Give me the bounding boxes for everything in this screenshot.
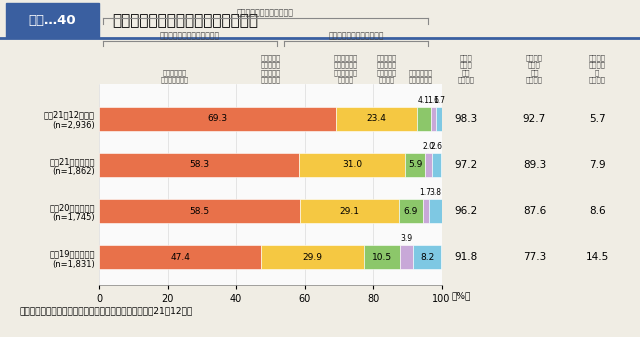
- Text: 23.4: 23.4: [367, 114, 387, 123]
- Text: 言葉は
知って
いた
（小計）: 言葉は 知って いた （小計）: [458, 54, 475, 84]
- Text: 2.0: 2.0: [422, 142, 435, 151]
- Text: 69.3: 69.3: [208, 114, 228, 123]
- Text: 8.2: 8.2: [420, 253, 435, 262]
- Text: 89.3: 89.3: [523, 160, 546, 170]
- Text: 3.9: 3.9: [401, 234, 413, 243]
- Bar: [99, 245, 262, 269]
- Text: 言葉は知って
いたが、意味
はあまり知ら
なかった: 言葉は知って いたが、意味 はあまり知ら なかった: [333, 54, 358, 84]
- Text: 言葉も意味も
知らなかった: 言葉も意味も 知らなかった: [409, 69, 433, 84]
- Bar: [99, 153, 299, 177]
- Text: 10.5: 10.5: [372, 253, 392, 262]
- Text: 意味まで
は知らな
い
（小計）: 意味まで は知らな い （小計）: [589, 54, 605, 84]
- Text: 58.3: 58.3: [189, 160, 209, 170]
- Text: 1.7: 1.7: [420, 188, 431, 197]
- Text: 6.9: 6.9: [404, 207, 418, 216]
- Text: 91.8: 91.8: [454, 252, 478, 262]
- Text: 図表…40: 図表…40: [29, 14, 76, 27]
- Bar: [337, 107, 417, 131]
- Text: 3.8: 3.8: [429, 188, 441, 197]
- Bar: [262, 245, 364, 269]
- Text: 意味では知らない（小計）: 意味では知らない（小計）: [328, 31, 384, 40]
- Text: 2.6: 2.6: [431, 142, 442, 151]
- Bar: [399, 199, 423, 223]
- Text: 92.7: 92.7: [523, 114, 546, 124]
- Text: （%）: （%）: [452, 292, 471, 301]
- Bar: [432, 153, 441, 177]
- Bar: [436, 107, 442, 131]
- Bar: [364, 245, 400, 269]
- Text: 5.9: 5.9: [408, 160, 422, 170]
- Text: 意味まで知っていた（小計）: 意味まで知っていた（小計）: [160, 31, 220, 40]
- Text: 29.1: 29.1: [339, 207, 359, 216]
- Bar: [299, 153, 405, 177]
- Text: 4.1: 4.1: [418, 96, 429, 105]
- Text: 1.7: 1.7: [433, 96, 445, 105]
- Text: 言葉は知っていた（小計）: 言葉は知っていた（小計）: [237, 8, 294, 18]
- Bar: [423, 199, 429, 223]
- Bar: [417, 107, 431, 131]
- Bar: [431, 107, 436, 131]
- Text: 47.4: 47.4: [170, 253, 190, 262]
- Text: 29.9: 29.9: [303, 253, 323, 262]
- Text: 1.6: 1.6: [428, 96, 440, 105]
- Text: 言葉も知っ
ていたし、
意味も大体
知っていた: 言葉も知っ ていたし、 意味も大体 知っていた: [260, 54, 280, 84]
- Text: 5.7: 5.7: [589, 114, 605, 124]
- Text: 7.9: 7.9: [589, 160, 605, 170]
- Bar: [405, 153, 425, 177]
- Bar: [400, 245, 413, 269]
- Bar: [413, 245, 441, 269]
- Text: 8.6: 8.6: [589, 206, 605, 216]
- Bar: [300, 199, 399, 223]
- Text: 14.5: 14.5: [586, 252, 609, 262]
- Text: 資料：内閣府「食育の現状と意識に関する調査」（平成21年12月）: 資料：内閣府「食育の現状と意識に関する調査」（平成21年12月）: [19, 306, 193, 315]
- Text: 31.0: 31.0: [342, 160, 362, 170]
- Bar: [425, 153, 432, 177]
- Bar: [99, 107, 337, 131]
- Text: メタボリックシンドロームの認知度: メタボリックシンドロームの認知度: [112, 13, 258, 28]
- Text: 98.3: 98.3: [454, 114, 478, 124]
- Bar: [99, 199, 300, 223]
- FancyBboxPatch shape: [6, 3, 99, 37]
- Text: 言葉も意味も
良く知っていた: 言葉も意味も 良く知っていた: [161, 69, 189, 84]
- Text: 58.5: 58.5: [189, 207, 209, 216]
- Text: 意味まで
知って
いた
（小計）: 意味まで 知って いた （小計）: [526, 54, 543, 84]
- Text: 言葉は知っ
ていたが、
意味は知ら
なかった: 言葉は知っ ていたが、 意味は知ら なかった: [377, 54, 397, 84]
- Text: 97.2: 97.2: [454, 160, 478, 170]
- Text: 77.3: 77.3: [523, 252, 546, 262]
- Text: 87.6: 87.6: [523, 206, 546, 216]
- Text: 96.2: 96.2: [454, 206, 478, 216]
- Bar: [429, 199, 442, 223]
